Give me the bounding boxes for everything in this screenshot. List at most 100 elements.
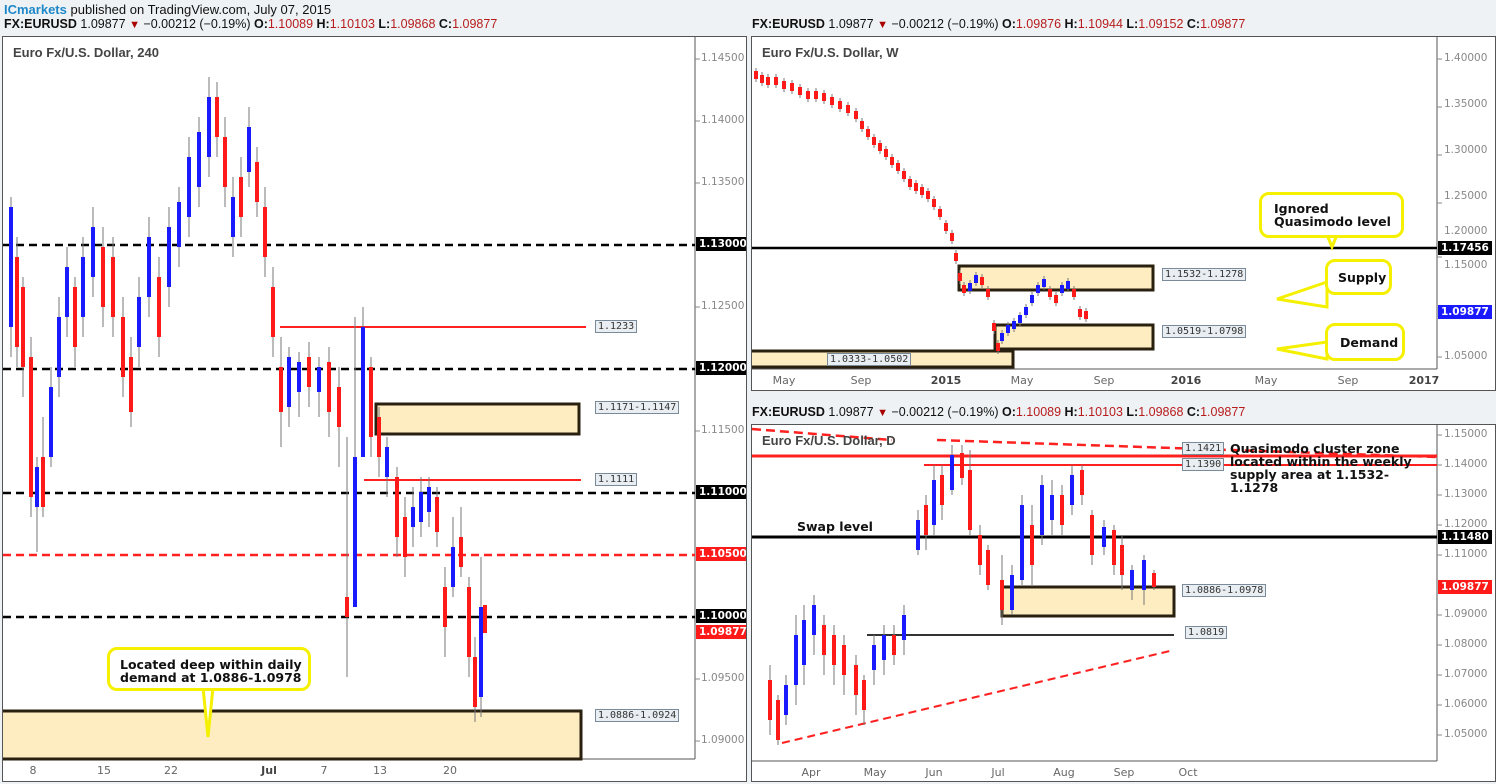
x-tick: Sep xyxy=(850,374,872,387)
chart-panel-weekly[interactable]: Euro Fx/U.S. Dollar, W 1.40000 1.35000 1… xyxy=(751,36,1496,391)
y-tick: 1.30000 xyxy=(1444,144,1488,156)
callout-daily-demand: Located deep within daily demand at 1.08… xyxy=(107,647,311,691)
brand-link[interactable]: ICmarkets xyxy=(4,2,67,17)
close-value: 1.09877 xyxy=(1200,405,1246,419)
chart-panel-daily[interactable]: Euro Fx/U.S. Dollar, D 1.15000 1.14000 1… xyxy=(751,424,1496,782)
price: 1.09877 xyxy=(80,17,126,31)
high-value: 1.10944 xyxy=(1077,17,1123,31)
x-tick: May xyxy=(863,766,887,779)
chart-title: Euro Fx/U.S. Dollar, 240 xyxy=(13,45,159,60)
chart-title: Euro Fx/U.S. Dollar, W xyxy=(762,45,899,60)
daily-plot xyxy=(752,425,1442,762)
last-price-label: 1.09877 xyxy=(1438,580,1492,594)
x-tick: May xyxy=(1254,374,1278,387)
quote-line-h4: FX:EURUSD 1.09877 ▼ −0.00212 (−0.19%) O:… xyxy=(4,17,498,31)
change: −0.00212 (−0.19%) xyxy=(891,405,999,419)
zone-label-demand: 1.0886-1.0978 xyxy=(1182,584,1267,597)
y-tick: 1.15000 xyxy=(1444,428,1488,440)
y-tick: 1.11000 xyxy=(1444,548,1488,560)
close-value: 1.09877 xyxy=(452,17,498,31)
zone-label-demand: 1.0886-1.0924 xyxy=(595,709,680,722)
price-label-1.10: 1.10000 xyxy=(696,609,746,623)
price-label-1.13: 1.13000 xyxy=(696,237,746,251)
last-price-label: 1.09877 xyxy=(1438,305,1492,319)
y-tick: 1.40000 xyxy=(1444,52,1488,64)
last-price-label: 1.09877 xyxy=(696,625,746,639)
y-tick: 1.15000 xyxy=(1444,259,1488,271)
y-tick: 1.14000 xyxy=(1444,458,1488,470)
open-value: 1.10089 xyxy=(1015,405,1062,419)
symbol: FX:EURUSD xyxy=(4,17,77,31)
high-value: 1.10103 xyxy=(1077,405,1123,419)
x-tick: Sep xyxy=(1093,374,1115,387)
price-label-1.105: 1.10500 xyxy=(696,547,746,561)
y-tick: 1.09500 xyxy=(701,672,745,684)
y-tick: 1.08000 xyxy=(1444,638,1488,650)
y-tick: 1.09000 xyxy=(701,734,745,746)
x-tick: 2016 xyxy=(1170,374,1202,387)
callout-demand: Demand xyxy=(1325,323,1405,361)
x-tick: May xyxy=(772,374,796,387)
y-tick: 1.07000 xyxy=(1444,668,1488,680)
h4-plot xyxy=(3,37,700,761)
y-tick: 1.12500 xyxy=(701,300,745,312)
y-tick: 1.09000 xyxy=(1444,608,1488,620)
high-value: 1.10103 xyxy=(329,17,375,31)
x-tick: May xyxy=(1010,374,1034,387)
note-qm-cluster: Quasimodo cluster zone located within th… xyxy=(1230,441,1412,495)
y-tick: 1.14000 xyxy=(701,114,745,126)
open-value: 1.10089 xyxy=(267,17,314,31)
y-tick: 1.35000 xyxy=(1444,98,1488,110)
y-tick: 1.20000 xyxy=(1444,225,1488,237)
x-tick: Jun xyxy=(925,766,943,779)
change: −0.00212 (−0.19%) xyxy=(891,17,999,31)
callout-supply: Supply xyxy=(1325,259,1392,295)
publish-info: published on TradingView.com, July 07, 2… xyxy=(66,2,332,17)
chart-title: Euro Fx/U.S. Dollar, D xyxy=(762,433,896,448)
price: 1.09877 xyxy=(828,17,874,31)
x-tick: 13 xyxy=(373,764,387,777)
weekly-plot xyxy=(752,37,1442,370)
price: 1.09877 xyxy=(828,405,874,419)
x-tick: 2017 xyxy=(1408,374,1440,387)
price-label-1.11: 1.11000 xyxy=(696,485,746,499)
note-swap-level: Swap level xyxy=(797,519,873,534)
y-tick: 1.13000 xyxy=(1444,488,1488,500)
y-tick: 1.11500 xyxy=(701,424,745,436)
y-tick: 1.12000 xyxy=(1444,518,1488,530)
x-tick: Sep xyxy=(1113,766,1135,779)
low-value: 1.09152 xyxy=(1138,17,1184,31)
level-label-1.0819: 1.0819 xyxy=(1185,626,1228,639)
x-tick: Aug xyxy=(1053,766,1075,779)
quote-line-weekly: FX:EURUSD 1.09877 ▼ −0.00212 (−0.19%) O:… xyxy=(752,17,1246,31)
x-tick: 22 xyxy=(164,764,178,777)
low-value: 1.09868 xyxy=(390,17,436,31)
y-tick: 1.06000 xyxy=(1444,698,1488,710)
y-tick: 1.05000 xyxy=(1444,728,1488,740)
price-label-1.1148: 1.11480 xyxy=(1438,530,1492,544)
quote-line-daily: FX:EURUSD 1.09877 ▼ −0.00212 (−0.19%) O:… xyxy=(752,405,1246,419)
x-tick: 8 xyxy=(29,764,37,777)
price-label-1.17456: 1.17456 xyxy=(1438,241,1492,255)
level-label-1.1390: 1.1390 xyxy=(1182,458,1225,471)
x-tick: Oct xyxy=(1178,766,1198,779)
x-tick: Jul xyxy=(261,764,277,777)
open-value: 1.09876 xyxy=(1015,17,1062,31)
x-tick: 15 xyxy=(97,764,111,777)
zone-label-demand: 1.0519-1.0798 xyxy=(1162,325,1247,338)
x-tick: 2015 xyxy=(930,374,962,387)
y-tick: 1.05000 xyxy=(1444,350,1488,362)
symbol: FX:EURUSD xyxy=(752,17,825,31)
symbol: FX:EURUSD xyxy=(752,405,825,419)
x-tick: 7 xyxy=(320,764,328,777)
chart-panel-h4[interactable]: Euro Fx/U.S. Dollar, 240 1.14500 1.14000… xyxy=(2,36,747,782)
low-value: 1.09868 xyxy=(1138,405,1184,419)
down-triangle-icon: ▼ xyxy=(877,19,888,31)
level-label-1.1111: 1.1111 xyxy=(595,473,638,486)
down-triangle-icon: ▼ xyxy=(129,19,140,31)
price-label-1.12: 1.12000 xyxy=(696,361,746,375)
y-tick: 1.13500 xyxy=(701,176,745,188)
close-value: 1.09877 xyxy=(1200,17,1246,31)
zone-label-old-demand: 1.0333-1.0502 xyxy=(827,353,912,366)
change: −0.00212 (−0.19%) xyxy=(143,17,251,31)
